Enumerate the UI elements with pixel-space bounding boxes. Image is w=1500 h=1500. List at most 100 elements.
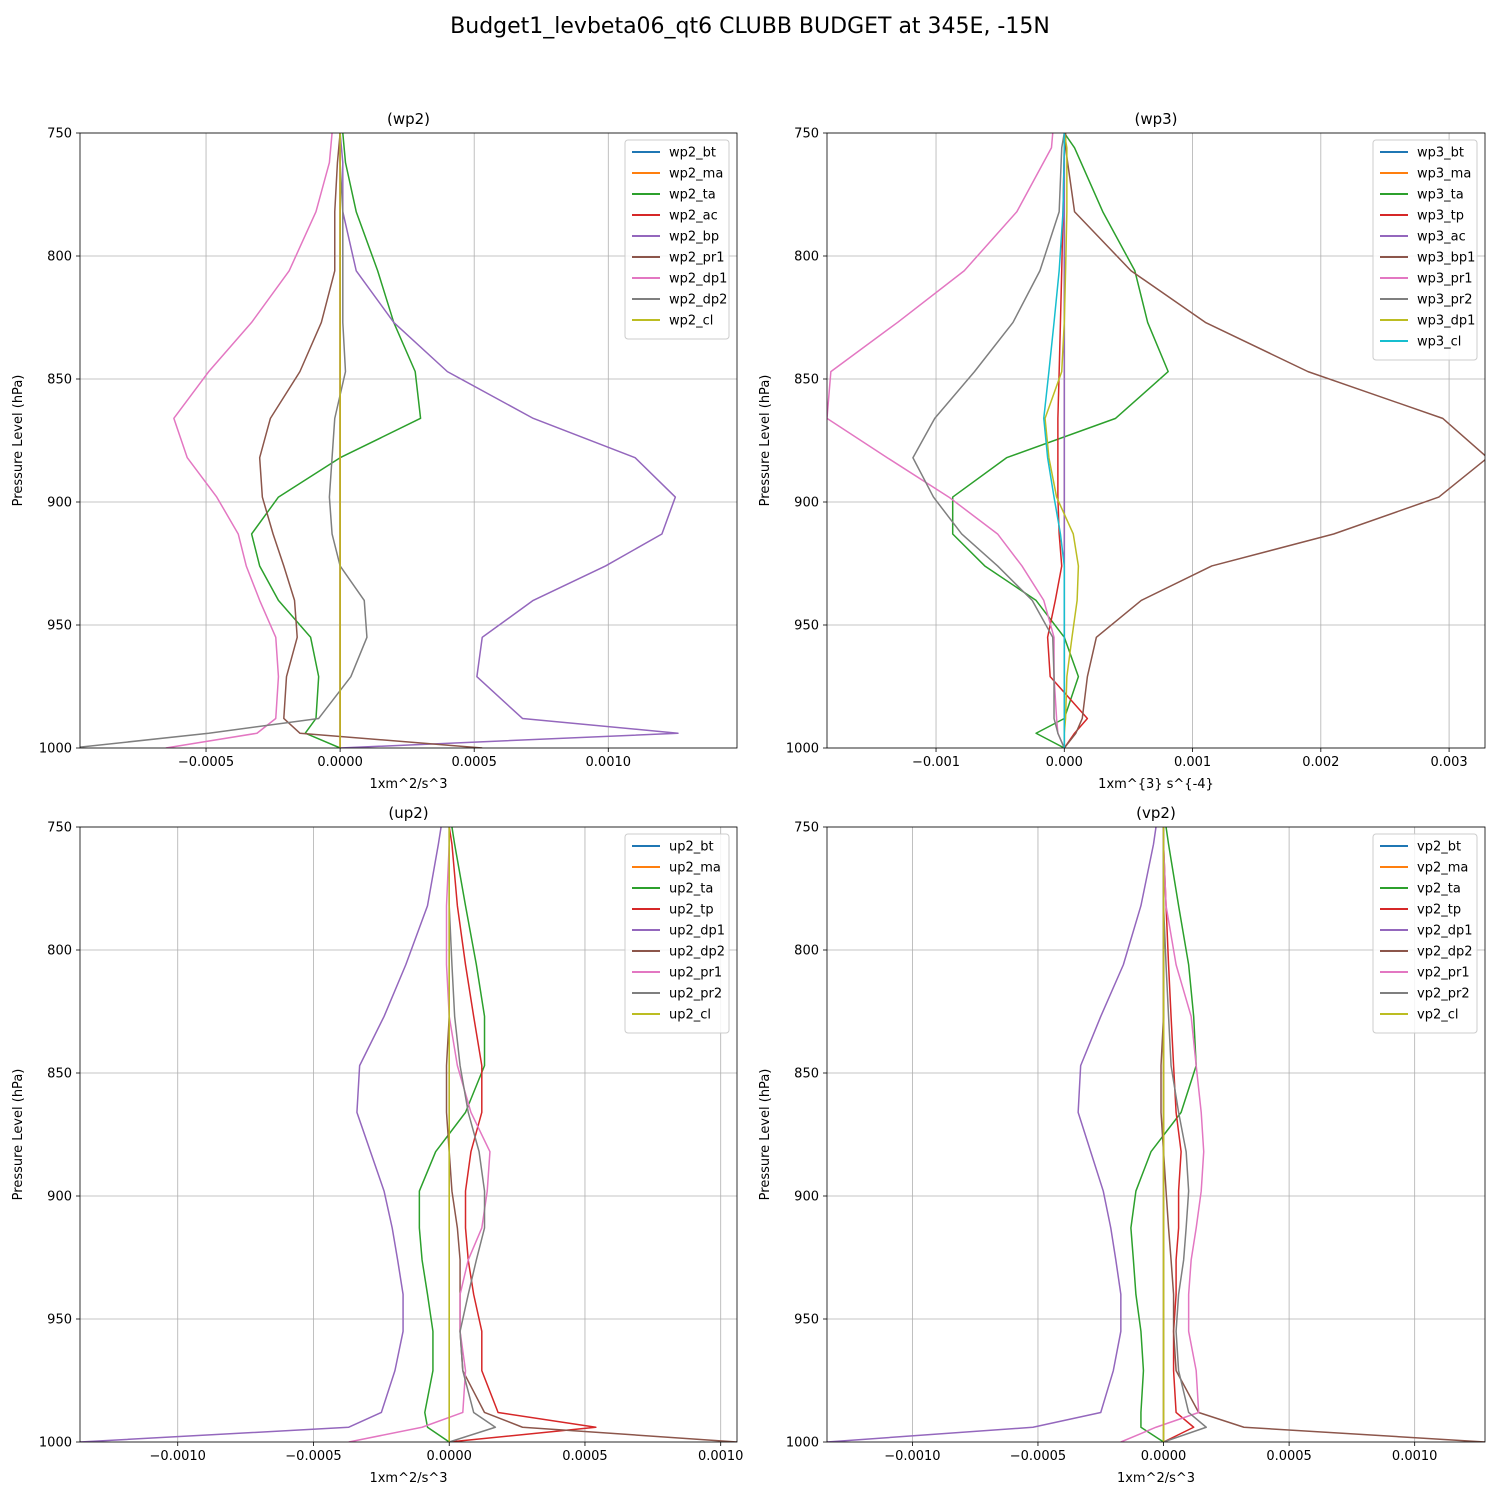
y-tick-label: 900 xyxy=(47,496,72,511)
legend-box xyxy=(624,833,730,1034)
series-line-wp2_ta xyxy=(250,133,422,748)
legend-label: wp2_ma xyxy=(669,167,723,182)
y-tick-label: 800 xyxy=(794,250,819,265)
series-line-wp3_pr2 xyxy=(912,133,1066,748)
y-tick-label: 850 xyxy=(794,373,819,388)
legend-label: up2_dp1 xyxy=(669,924,725,939)
figure-title: Budget1_levbeta06_qt6 CLUBB BUDGET at 34… xyxy=(450,14,1050,39)
x-tick-label: 0.0010 xyxy=(586,755,632,770)
legend-label: up2_bt xyxy=(669,840,714,855)
legend-label: vp2_bt xyxy=(1417,840,1461,855)
series-line-up2_pr1 xyxy=(348,827,491,1442)
x-tick-label: −0.001 xyxy=(912,755,960,770)
legend-label: wp2_dp2 xyxy=(669,293,727,308)
legend: wp2_bt wp2_ma wp2_ta wp2_ac wp2_bp wp2_pr1 wp2… xyxy=(624,139,730,340)
y-tick-label: 750 xyxy=(794,821,819,836)
series-line-wp2_pr1 xyxy=(258,133,483,748)
legend-label: wp3_pr1 xyxy=(1417,272,1473,287)
y-tick-label: 950 xyxy=(794,1313,819,1328)
x-axis-label: 1xm^2/s^3 xyxy=(369,777,447,792)
legend-label: vp2_pr2 xyxy=(1417,987,1470,1002)
x-tick-label: 0.001 xyxy=(1174,755,1211,770)
y-tick-label: 850 xyxy=(47,1067,72,1082)
legend-label: up2_dp2 xyxy=(669,945,725,960)
y-tick-label: 850 xyxy=(794,1067,819,1082)
legend-label: up2_pr2 xyxy=(669,987,722,1002)
legend-label: up2_ta xyxy=(669,882,713,897)
y-tick-label: 750 xyxy=(47,821,72,836)
legend-label: vp2_dp1 xyxy=(1417,924,1473,939)
x-tick-label: −0.0005 xyxy=(1010,1449,1066,1464)
legend-label: wp3_ac xyxy=(1417,230,1466,245)
legend-label: vp2_tp xyxy=(1417,903,1461,918)
y-tick-label: 950 xyxy=(47,619,72,634)
x-tick-label: 0.0000 xyxy=(317,755,363,770)
x-tick-label: 0.0010 xyxy=(1392,1449,1438,1464)
legend-label: wp2_cl xyxy=(669,314,713,329)
x-tick-label: 0.0000 xyxy=(1141,1449,1187,1464)
y-tick-label: 1000 xyxy=(786,1436,819,1451)
axes-frame xyxy=(826,826,1486,1443)
axes-frame xyxy=(826,132,1486,749)
y-tick-label: 750 xyxy=(794,127,819,142)
chart-panel: −0.0010 −0.0005 0.0000 0.0005 0.0010 750 800 85… xyxy=(758,804,1486,1486)
x-tick-label: 0.003 xyxy=(1430,755,1467,770)
legend-label: up2_pr1 xyxy=(669,966,722,981)
legend-label: wp3_ma xyxy=(1417,167,1471,182)
legend-label: wp3_pr2 xyxy=(1417,293,1473,308)
series-line-wp3_ta xyxy=(951,133,1169,748)
y-axis-label: Pressure Level (hPa) xyxy=(11,375,26,507)
legend-label: wp3_cl xyxy=(1417,335,1461,350)
panel-title: (wp3) xyxy=(1134,110,1177,128)
y-tick-label: 850 xyxy=(47,373,72,388)
legend-label: wp3_bt xyxy=(1417,146,1464,161)
legend-label: wp3_bp1 xyxy=(1417,251,1475,266)
legend-label: wp2_bt xyxy=(669,146,716,161)
series-line-wp3_dp1 xyxy=(1044,133,1080,748)
y-tick-label: 900 xyxy=(47,1190,72,1205)
x-tick-label: 0.0005 xyxy=(1266,1449,1312,1464)
x-tick-label: 0.0005 xyxy=(451,755,497,770)
series-line-up2_ta xyxy=(418,827,486,1442)
y-tick-label: 1000 xyxy=(786,742,819,757)
x-tick-label: −0.0005 xyxy=(178,755,234,770)
series-line-wp2_dp2 xyxy=(80,133,368,748)
legend-label: up2_cl xyxy=(669,1008,711,1023)
x-tick-label: 0.0010 xyxy=(698,1449,744,1464)
legend-label: wp2_bp xyxy=(669,230,719,245)
legend-box xyxy=(624,139,730,340)
series-line-up2_dp1 xyxy=(80,827,442,1442)
legend: up2_bt up2_ma up2_ta up2_tp up2_dp1 up2_dp2up… xyxy=(624,833,730,1034)
y-axis-label: Pressure Level (hPa) xyxy=(11,1069,26,1201)
y-tick-label: 1000 xyxy=(39,1436,72,1451)
series-line-up2_tp xyxy=(448,827,597,1442)
y-axis-label: Pressure Level (hPa) xyxy=(758,1069,773,1201)
series-line-wp3_bp1 xyxy=(1063,133,1485,748)
y-tick-label: 800 xyxy=(794,944,819,959)
legend-label: vp2_ta xyxy=(1417,882,1461,897)
legend-label: wp3_dp1 xyxy=(1417,314,1475,329)
legend-label: vp2_dp2 xyxy=(1417,945,1473,960)
x-axis-label: 1xm^2/s^3 xyxy=(369,1471,447,1486)
legend-label: vp2_pr1 xyxy=(1417,966,1470,981)
series-line-vp2_ta xyxy=(1130,827,1197,1442)
y-axis-label: Pressure Level (hPa) xyxy=(758,375,773,507)
series-line-up2_pr2 xyxy=(448,827,497,1442)
chart-panel: −0.0010 −0.0005 0.0000 0.0005 0.0010 750 800 85… xyxy=(11,804,743,1486)
legend-label: wp2_dp1 xyxy=(669,272,727,287)
y-tick-label: 800 xyxy=(47,250,72,265)
y-tick-label: 950 xyxy=(794,619,819,634)
panel-title: (vp2) xyxy=(1136,804,1176,822)
series-line-vp2_dp1 xyxy=(827,827,1157,1442)
legend-label: up2_tp xyxy=(669,903,714,918)
axes-frame xyxy=(79,826,738,1443)
y-tick-label: 1000 xyxy=(39,742,72,757)
series-line-wp3_tp xyxy=(1046,133,1089,748)
legend-label: vp2_cl xyxy=(1417,1008,1458,1023)
y-tick-label: 900 xyxy=(794,1190,819,1205)
chart-panel: −0.0005 0.0000 0.0005 0.0010 750 800 850 900 950… xyxy=(11,110,738,792)
x-tick-label: 0.002 xyxy=(1302,755,1339,770)
x-tick-label: 0.000 xyxy=(1046,755,1083,770)
legend-label: wp2_ac xyxy=(669,209,718,224)
